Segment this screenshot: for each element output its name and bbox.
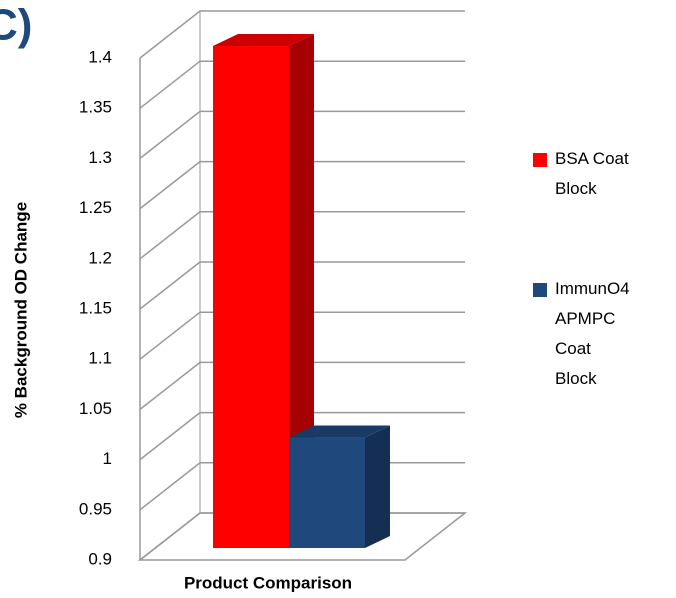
grid-line — [139, 311, 465, 360]
y-tick-label: 1 — [103, 449, 112, 468]
bar-top — [289, 425, 390, 438]
panel-label: C) — [0, 1, 32, 50]
legend-label: ImmunO4 APMPC Coat Block — [555, 279, 630, 388]
grid-line — [139, 160, 465, 210]
bar-front — [213, 46, 289, 548]
y-tick-label: 1.3 — [88, 148, 112, 167]
grid-line — [139, 60, 465, 109]
bar-front — [289, 437, 365, 548]
y-tick-label: 1.2 — [88, 248, 112, 267]
grid-line — [139, 361, 465, 410]
x-axis-title: Product Comparison — [184, 573, 352, 592]
legend-label: BSA Coat Block — [555, 149, 629, 198]
y-tick-label: 1.15 — [79, 298, 112, 317]
y-axis-title: % Background OD Change — [11, 202, 30, 418]
bar-side — [365, 425, 390, 548]
y-tick-label: 1.35 — [79, 98, 112, 117]
bar-side — [289, 34, 314, 548]
grid-line — [139, 110, 465, 159]
y-tick-label: 1.05 — [79, 399, 112, 418]
grid-line — [139, 261, 465, 310]
y-tick-label: 1.25 — [79, 198, 112, 217]
bar-top — [213, 34, 314, 46]
y-tick-label: 0.9 — [88, 549, 112, 568]
y-tick-label: 0.95 — [79, 499, 112, 518]
legend-swatch — [533, 283, 547, 297]
y-tick-label: 1.4 — [88, 47, 112, 66]
grid-line — [139, 211, 465, 260]
legend-swatch — [533, 153, 547, 167]
grid-line — [139, 411, 465, 461]
grid-line — [139, 10, 465, 59]
y-tick-label: 1.1 — [88, 349, 112, 368]
